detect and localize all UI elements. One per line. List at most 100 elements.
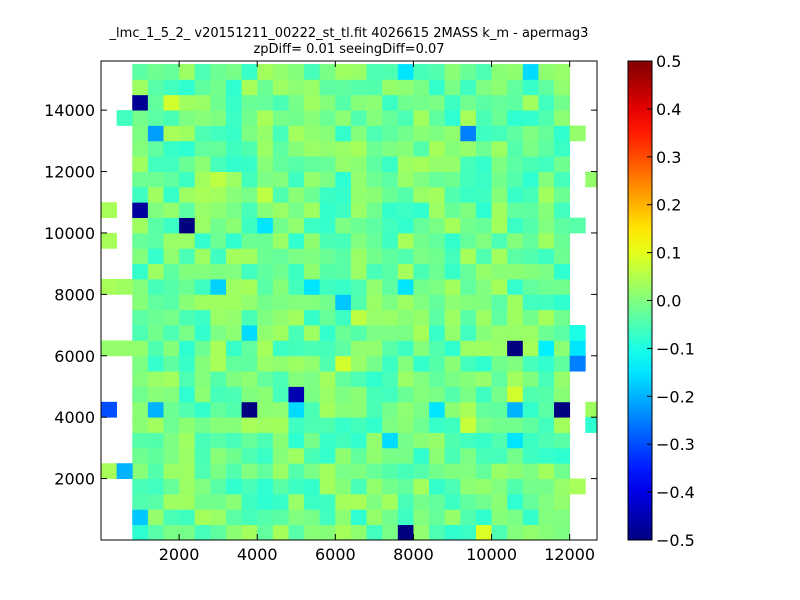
heatmap-cell xyxy=(147,524,164,540)
heatmap-cell xyxy=(257,401,274,418)
heatmap-cell xyxy=(163,171,180,188)
heatmap-cell xyxy=(491,263,508,280)
heatmap-cell xyxy=(538,186,555,203)
heatmap-cell xyxy=(319,171,336,188)
heatmap-cell xyxy=(319,79,336,96)
heatmap-cell xyxy=(304,186,321,203)
heatmap-cell xyxy=(225,371,242,387)
heatmap-cell xyxy=(460,217,477,234)
heatmap-cell xyxy=(225,279,242,295)
heatmap-cell xyxy=(210,186,227,203)
heatmap-cell xyxy=(225,509,242,526)
heatmap-cell xyxy=(382,110,399,126)
heatmap-cell xyxy=(241,279,258,295)
heatmap-cell xyxy=(460,524,477,540)
heatmap-cell xyxy=(507,186,524,203)
heatmap-cell xyxy=(179,386,196,403)
heatmap-cell xyxy=(397,156,414,172)
heatmap-cell xyxy=(460,509,477,526)
colorbar-tick-label: −0.2 xyxy=(656,387,695,406)
heatmap-cell xyxy=(241,79,258,96)
heatmap-cell xyxy=(350,217,367,234)
heatmap-cell xyxy=(522,217,539,234)
heatmap-cell xyxy=(225,401,242,418)
heatmap-cell xyxy=(554,110,571,126)
heatmap-cell xyxy=(225,463,242,479)
heatmap-cell xyxy=(460,417,477,433)
heatmap-cell xyxy=(179,447,196,464)
heatmap-cell xyxy=(554,309,571,326)
heatmap-cell xyxy=(429,493,446,510)
heatmap-cell xyxy=(522,386,539,403)
heatmap-cell xyxy=(413,294,430,311)
heatmap-cell xyxy=(366,371,383,387)
plot-axes: 2000 4000 6000 8000 10000 12000 2000 4000 6000 80… xyxy=(44,61,597,564)
heatmap-cell xyxy=(225,110,242,126)
heatmap-cell xyxy=(554,156,571,172)
heatmap-cell xyxy=(132,279,149,295)
heatmap-cell xyxy=(272,156,289,172)
heatmap-cell xyxy=(304,401,321,418)
heatmap-cell xyxy=(116,340,133,357)
heatmap-cell xyxy=(257,232,274,249)
x-tick-label: 10000 xyxy=(466,545,517,564)
heatmap-cell xyxy=(350,110,367,126)
heatmap-cell xyxy=(491,509,508,526)
heatmap-cell xyxy=(179,294,196,311)
heatmap-cell xyxy=(288,156,305,172)
heatmap-cell xyxy=(460,202,477,218)
heatmap-cell xyxy=(366,232,383,249)
heatmap-cell xyxy=(304,478,321,495)
heatmap-cell xyxy=(179,493,196,510)
heatmap-cell xyxy=(241,186,258,203)
heatmap-cell xyxy=(382,509,399,526)
heatmap-cell xyxy=(225,309,242,326)
heatmap-cell xyxy=(413,279,430,295)
heatmap-cell xyxy=(460,171,477,188)
heatmap-cell xyxy=(460,125,477,142)
heatmap-cell xyxy=(132,232,149,249)
heatmap-cell xyxy=(475,493,492,510)
heatmap-cell xyxy=(444,340,461,357)
plot-frame xyxy=(100,60,598,541)
heatmap-cell xyxy=(163,217,180,234)
heatmap-cell xyxy=(319,524,336,540)
heatmap-cell xyxy=(147,386,164,403)
heatmap-cell xyxy=(382,309,399,326)
heatmap-cell xyxy=(241,125,258,142)
heatmap-cell xyxy=(179,217,196,234)
heatmap-cell xyxy=(241,447,258,464)
heatmap-cell xyxy=(538,493,555,510)
heatmap-cell xyxy=(429,432,446,449)
heatmap-cell xyxy=(257,217,274,234)
heatmap-cell xyxy=(163,401,180,418)
heatmap-cell xyxy=(507,432,524,449)
heatmap-cell xyxy=(350,186,367,203)
heatmap-cell xyxy=(304,94,321,111)
heatmap-cell xyxy=(272,355,289,372)
heatmap-cell xyxy=(241,294,258,311)
heatmap-cell xyxy=(163,493,180,510)
heatmap-cell xyxy=(444,94,461,111)
heatmap-cell xyxy=(413,355,430,372)
heatmap-cell xyxy=(132,386,149,403)
heatmap-cell xyxy=(241,202,258,218)
heatmap-cell xyxy=(179,401,196,418)
heatmap-cell xyxy=(335,463,352,479)
heatmap-cell xyxy=(429,232,446,249)
heatmap-cell xyxy=(335,279,352,295)
heatmap-cell xyxy=(475,309,492,326)
heatmap-cell xyxy=(132,493,149,510)
heatmap-cell xyxy=(194,232,211,249)
heatmap-cell xyxy=(491,64,508,80)
heatmap-cell xyxy=(429,156,446,172)
heatmap-cell xyxy=(304,294,321,311)
heatmap-cell xyxy=(319,186,336,203)
heatmap-cell xyxy=(132,263,149,280)
heatmap-cell xyxy=(335,263,352,280)
heatmap-cell xyxy=(257,524,274,540)
heatmap-cell xyxy=(304,125,321,142)
heatmap-cell xyxy=(288,248,305,265)
heatmap-cell xyxy=(350,401,367,418)
heatmap-cell xyxy=(335,447,352,464)
